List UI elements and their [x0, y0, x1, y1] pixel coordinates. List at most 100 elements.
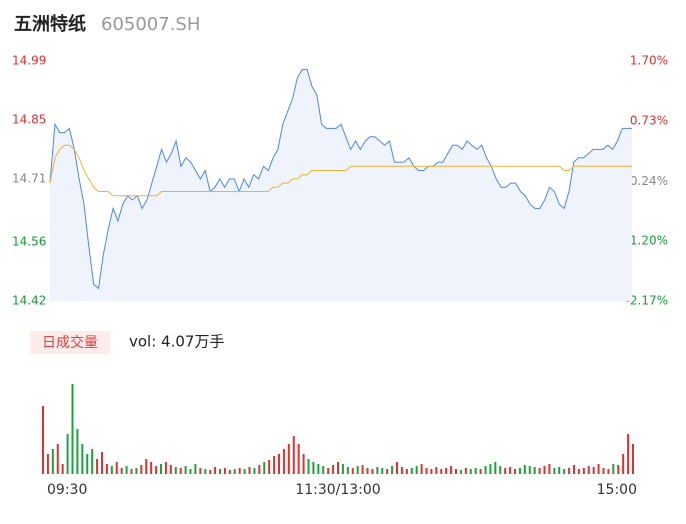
volume-bar	[233, 469, 236, 474]
x-tick-label: 15:00	[597, 482, 637, 498]
volume-bar	[199, 468, 202, 474]
volume-bar	[479, 469, 482, 474]
y-tick-label: 14.85	[12, 112, 46, 126]
volume-bar	[484, 466, 487, 474]
volume-bar	[228, 470, 231, 474]
volume-bar	[105, 464, 108, 474]
volume-bar	[292, 436, 295, 474]
volume-bar	[263, 462, 266, 474]
volume-bar	[366, 468, 369, 474]
volume-bar	[273, 456, 276, 474]
volume-bar	[150, 462, 153, 474]
volume-bar	[587, 466, 590, 474]
volume-bar	[425, 468, 428, 474]
volume-bar	[415, 466, 418, 474]
volume-bar	[194, 464, 197, 474]
volume-bar	[440, 469, 443, 474]
volume-bar	[61, 464, 64, 474]
volume-bar	[499, 466, 502, 474]
volume-badge: 日成交量	[42, 334, 98, 351]
volume-bar	[514, 469, 516, 474]
price-area	[50, 69, 632, 302]
volume-bar	[110, 466, 113, 474]
volume-bar	[238, 468, 241, 474]
volume-bar	[278, 454, 280, 474]
volume-bar	[386, 469, 389, 474]
volume-bar	[189, 469, 192, 474]
volume-bar	[174, 467, 177, 474]
volume-bar	[160, 464, 162, 474]
volume-bar	[445, 468, 448, 474]
volume-bar	[81, 444, 84, 474]
volume-bar	[155, 466, 158, 474]
volume-bar	[46, 454, 49, 474]
volume-bar	[351, 468, 354, 474]
volume-bar	[56, 444, 59, 474]
stock-code: 605007.SH	[101, 14, 200, 35]
volume-bar	[322, 466, 325, 474]
volume-bar	[553, 468, 556, 474]
x-tick-label: 11:30/13:00	[295, 482, 380, 498]
volume-bar	[489, 464, 492, 474]
volume-bar	[538, 468, 541, 474]
volume-bar	[209, 470, 212, 474]
price-line	[49, 68, 632, 290]
y-tick-label: 14.71	[12, 171, 46, 185]
volume-bar	[602, 468, 605, 474]
y2-tick-label: -0.24%	[626, 174, 668, 188]
volume-bar	[219, 469, 221, 474]
volume-bar	[169, 465, 172, 474]
volume-bar	[96, 459, 99, 474]
volume-bar	[120, 468, 123, 474]
volume-bar	[573, 465, 575, 474]
x-tick-label: 09:30	[47, 482, 87, 498]
volume-bar	[410, 468, 413, 474]
badge-bg	[30, 331, 110, 354]
y2-tick-label: 0.73%	[630, 114, 668, 128]
volume-bar	[243, 469, 246, 474]
volume-bar	[627, 434, 630, 474]
volume-bar	[42, 406, 44, 474]
volume-bar	[204, 469, 207, 474]
volume-bar	[91, 449, 94, 474]
volume-bar	[494, 462, 497, 474]
volume-bar	[455, 469, 457, 474]
volume-bar	[450, 466, 453, 474]
volume-bar	[607, 469, 610, 474]
volume-total: vol: 4.07万手	[129, 333, 224, 351]
volume-bar	[140, 465, 143, 474]
y-tick-label: 14.99	[12, 54, 46, 68]
volume-bar	[253, 468, 256, 474]
volume-bar	[518, 468, 521, 474]
volume-bar	[317, 464, 320, 474]
volume-bar	[612, 464, 615, 474]
volume-bar	[430, 469, 433, 474]
volume-bar	[164, 462, 167, 474]
volume-bar	[287, 444, 290, 474]
volume-bar	[464, 468, 467, 474]
volume-bar	[332, 465, 335, 474]
volume-bar	[125, 466, 128, 474]
y2-tick-label: -2.17%	[626, 294, 668, 308]
volume-bar	[115, 462, 118, 474]
y-tick-label: 14.42	[12, 294, 46, 308]
volume-bar	[504, 468, 507, 474]
volume-bar	[400, 467, 403, 474]
volume-bar	[135, 468, 138, 474]
volume-bar	[214, 467, 217, 474]
volume-bar	[341, 464, 344, 474]
volume-bar	[459, 470, 462, 474]
volume-bar	[258, 465, 261, 474]
volume-bar	[558, 467, 561, 474]
volume-bar	[474, 468, 477, 474]
volume-bar	[396, 462, 398, 474]
volume-bar	[548, 464, 551, 474]
volume-bar	[337, 462, 339, 474]
volume-bar	[622, 454, 625, 474]
volume-bar	[543, 466, 546, 474]
y2-tick-label: 1.70%	[630, 54, 668, 68]
stock-name: 五洲特纸	[14, 13, 86, 35]
volume-bar	[420, 464, 423, 474]
volume-bar	[76, 429, 79, 474]
